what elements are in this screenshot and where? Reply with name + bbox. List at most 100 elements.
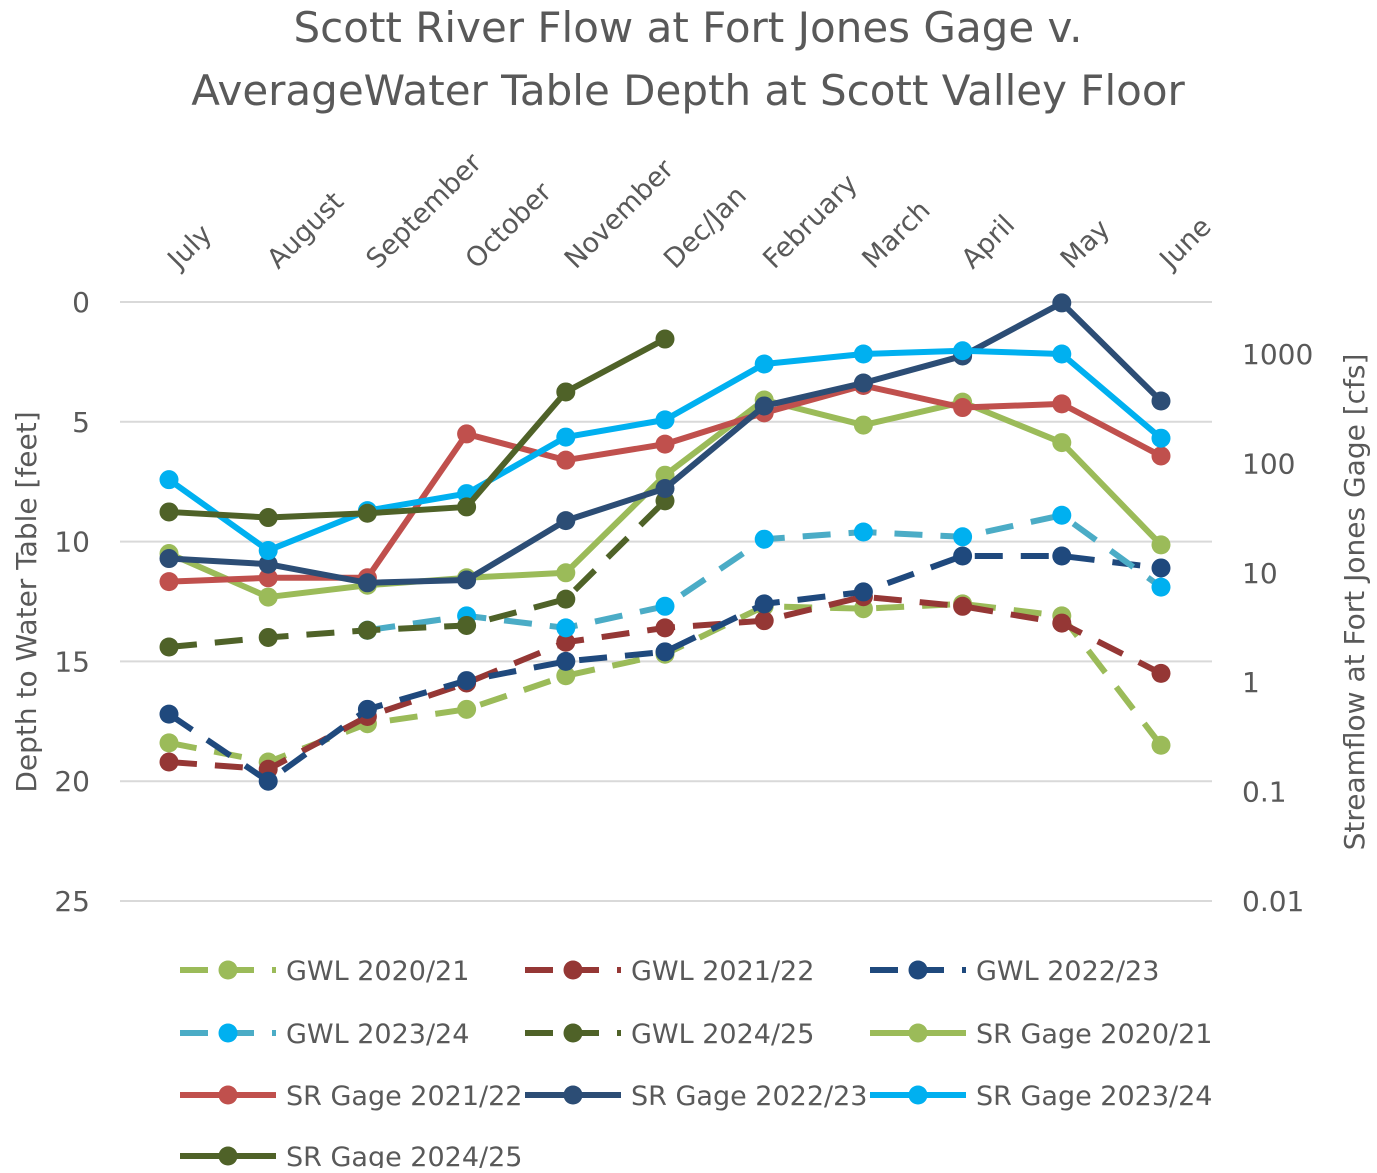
data-point <box>1052 433 1072 453</box>
y2-axis-title: Streamflow at Fort Jones Gage [cfs] <box>1338 354 1371 851</box>
data-point <box>258 508 278 528</box>
series-gwl-2022-23 <box>159 546 1171 791</box>
y-tick-label: 15 <box>54 645 90 678</box>
data-point <box>853 415 873 435</box>
data-point <box>655 596 675 616</box>
data-point <box>1151 446 1171 466</box>
data-point <box>655 329 675 349</box>
data-point <box>556 666 576 686</box>
legend-label: GWL 2021/22 <box>631 956 814 987</box>
legend-marker <box>563 1023 583 1043</box>
legend-label: SR Gage 2020/21 <box>976 1019 1212 1050</box>
data-point <box>853 373 873 393</box>
legend-label: SR Gage 2023/24 <box>976 1081 1212 1112</box>
y-tick-label: 25 <box>54 885 90 918</box>
y2-axis-labels: 1000 100 10 1 0.1 0.01 <box>1242 338 1313 918</box>
data-point <box>1052 546 1072 566</box>
data-point <box>953 341 973 361</box>
data-point <box>1151 663 1171 683</box>
data-point <box>258 627 278 647</box>
data-point <box>853 522 873 542</box>
chart-title-line-1: Scott River Flow at Fort Jones Gage v. <box>294 3 1083 52</box>
series-sr-gage-2024-25 <box>159 329 675 528</box>
data-point <box>159 549 179 569</box>
y-tick-label: 20 <box>54 765 90 798</box>
data-point <box>1151 558 1171 578</box>
data-point <box>556 563 576 583</box>
data-point <box>1151 577 1171 597</box>
x-tick-label: May <box>1055 214 1116 275</box>
data-point <box>754 529 774 549</box>
legend-marker <box>563 1085 583 1105</box>
legend-item: SR Gage 2021/22 <box>180 1081 522 1112</box>
legend-marker <box>218 1146 238 1166</box>
legend-marker <box>908 960 928 980</box>
legend-item: SR Gage 2020/21 <box>870 1019 1212 1050</box>
legend-label: GWL 2022/23 <box>976 956 1159 987</box>
data-point <box>457 424 477 444</box>
data-point <box>159 752 179 772</box>
legend-item: GWL 2022/23 <box>870 956 1159 987</box>
x-tick-label: July <box>161 219 219 277</box>
data-point <box>556 427 576 447</box>
data-point <box>754 396 774 416</box>
data-point <box>1052 293 1072 313</box>
series-line <box>167 552 1162 785</box>
data-point <box>655 465 675 485</box>
data-point <box>258 771 278 791</box>
data-point <box>258 568 278 588</box>
data-point <box>159 733 179 753</box>
series-group <box>159 293 1171 791</box>
data-point <box>1151 391 1171 411</box>
x-tick-label: February <box>757 168 864 275</box>
data-point <box>1052 613 1072 633</box>
legend-label: GWL 2020/21 <box>286 956 469 987</box>
data-point <box>1151 735 1171 755</box>
legend-label: GWL 2023/24 <box>286 1019 469 1050</box>
data-point <box>754 354 774 374</box>
data-point <box>258 540 278 560</box>
y2-tick-label: 100 <box>1242 447 1295 480</box>
gridlines <box>120 301 1212 902</box>
y-axis-labels: 0 5 10 15 20 25 <box>54 286 90 918</box>
data-point <box>357 699 377 719</box>
data-point <box>457 615 477 635</box>
data-point <box>556 382 576 402</box>
data-point <box>655 410 675 430</box>
legend-item: GWL 2020/21 <box>180 956 469 987</box>
y2-tick-label: 1000 <box>1242 338 1313 371</box>
y2-tick-label: 0.01 <box>1242 885 1304 918</box>
legend-marker <box>218 1085 238 1105</box>
series-sr-gage-2023-24 <box>159 341 1171 560</box>
y2-tick-label: 10 <box>1242 557 1278 590</box>
x-tick-label: October <box>460 176 559 275</box>
data-point <box>754 594 774 614</box>
data-point <box>556 632 576 652</box>
y-tick-label: 10 <box>54 526 90 559</box>
legend-item: SR Gage 2023/24 <box>870 1081 1212 1112</box>
data-point <box>1151 535 1171 555</box>
legend-label: SR Gage 2021/22 <box>286 1081 522 1112</box>
data-point <box>556 450 576 470</box>
y2-tick-label: 0.1 <box>1242 776 1287 809</box>
legend-label: SR Gage 2024/25 <box>286 1142 522 1168</box>
legend-marker <box>908 1023 928 1043</box>
legend-item: GWL 2021/22 <box>525 956 814 987</box>
data-point <box>357 573 377 593</box>
data-point <box>655 434 675 454</box>
data-point <box>159 470 179 490</box>
data-point <box>556 651 576 671</box>
data-point <box>953 546 973 566</box>
legend-item: SR Gage 2024/25 <box>180 1142 522 1173</box>
legend: GWL 2020/21 GWL 2021/22 GWL 2022/23 GWL 202… <box>180 956 1212 1173</box>
data-point <box>457 497 477 517</box>
data-point <box>655 618 675 638</box>
data-point <box>953 398 973 418</box>
data-point <box>258 554 278 574</box>
data-point <box>1151 428 1171 448</box>
data-point <box>853 344 873 364</box>
data-point <box>457 699 477 719</box>
y2-tick-label: 1 <box>1242 666 1260 699</box>
chart-title-line-2: AverageWater Table Depth at Scott Valley… <box>191 66 1185 115</box>
